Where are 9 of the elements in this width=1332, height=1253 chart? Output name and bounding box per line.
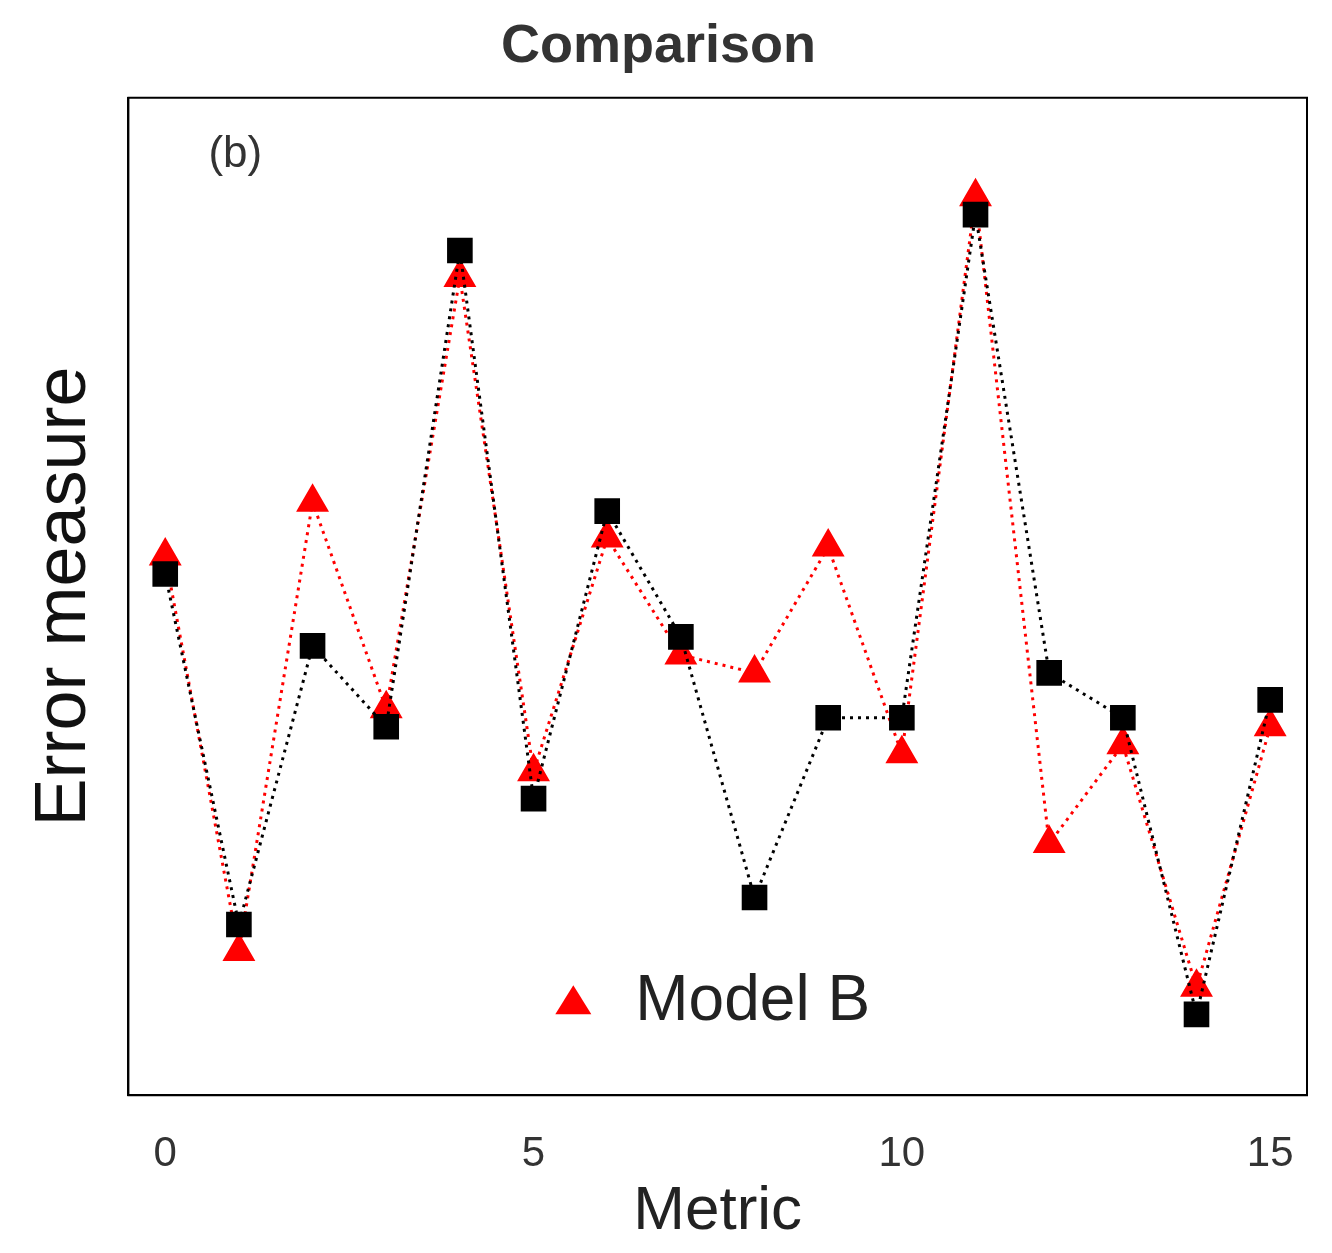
x-tick-label: 0 <box>153 1127 177 1175</box>
x-axis-title: Metric <box>633 1172 803 1242</box>
x-tick-label: 5 <box>521 1127 546 1175</box>
text: (b) <box>208 126 263 176</box>
x-tick-label: 10 <box>878 1127 926 1175</box>
y-axis-title: Error measure <box>20 366 101 827</box>
x-tick-label: 15 <box>1246 1127 1294 1175</box>
chart-title: Comparison <box>500 13 817 74</box>
legend-label: Model B <box>635 961 871 1034</box>
